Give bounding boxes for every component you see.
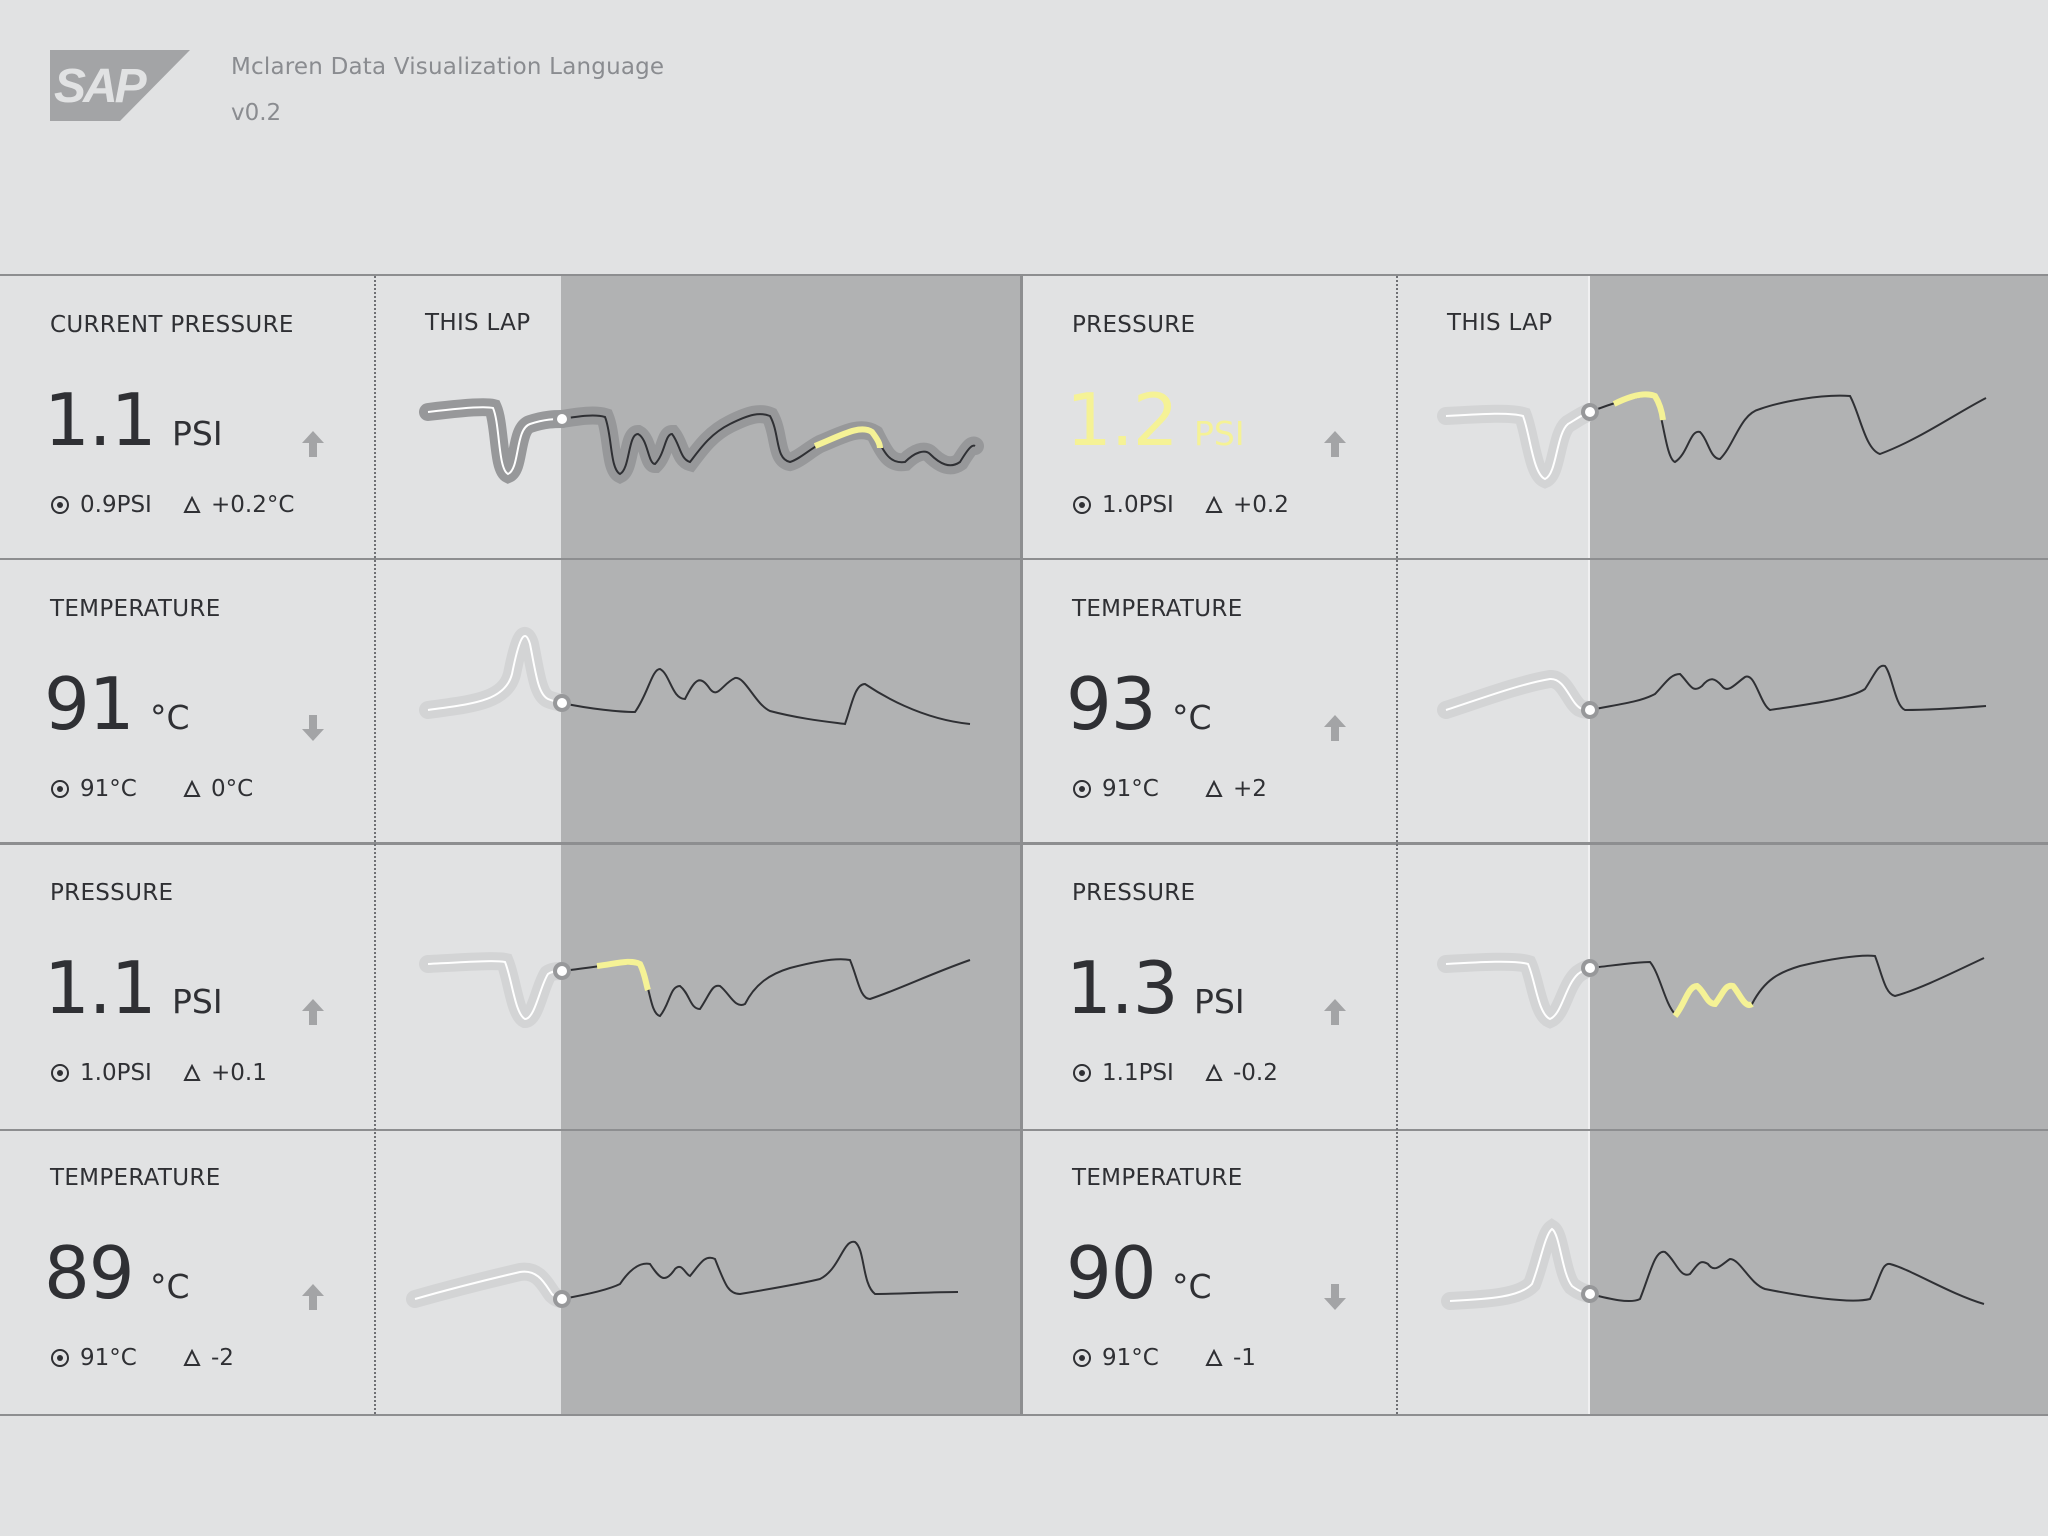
metric-value: 1.1 (44, 378, 157, 462)
temperature-trace (1437, 664, 1987, 719)
metric-unit: °C (150, 1267, 190, 1306)
target-icon (1073, 780, 1091, 798)
target-value: 1.1PSI (1102, 1060, 1174, 1086)
delta-value: -1 (1233, 1345, 1256, 1371)
lap-sparklines (406, 391, 1987, 1310)
delta-value: +0.2°C (211, 492, 295, 518)
up-arrow-icon (1324, 431, 1346, 457)
delta-value: +2 (1233, 776, 1267, 802)
target-icon (51, 780, 69, 798)
grid-divider (374, 276, 376, 1414)
grid-divider (1396, 276, 1398, 1414)
metric-value: 89 (44, 1231, 135, 1315)
metric-panel: PRESSURE 1.2 PSI 1.0PSI +0.2 (1022, 276, 1396, 560)
metric-unit: PSI (172, 414, 223, 453)
target-value: 91°C (80, 1345, 137, 1371)
pressure-trace (1437, 391, 1987, 489)
metric-unit: °C (150, 698, 190, 737)
pressure-trace (419, 952, 971, 1029)
metric-title: PRESSURE (1072, 312, 1196, 338)
delta-value: +0.2 (1233, 492, 1289, 518)
metric-title: TEMPERATURE (50, 596, 221, 622)
metric-panel: TEMPERATURE 89 °C 91°C -2 (0, 1129, 374, 1413)
temperature-trace (419, 627, 971, 726)
target-icon (51, 496, 69, 514)
temperature-trace (1441, 1218, 1985, 1310)
lap-label: THIS LAP (1447, 310, 1553, 336)
down-arrow-icon (302, 715, 324, 741)
metric-value: 93 (1066, 662, 1157, 746)
metric-value: 1.1 (44, 946, 157, 1030)
temperature-trace (406, 1240, 959, 1308)
up-arrow-icon (1324, 715, 1346, 741)
target-value: 1.0PSI (80, 1060, 152, 1086)
delta-value: -2 (211, 1345, 234, 1371)
delta-icon (183, 1349, 201, 1366)
dashboard-grid: THIS LAP THIS LAP CURRENT PRESSURE 1.1 P… (0, 274, 2048, 1416)
target-value: 0.9PSI (80, 492, 152, 518)
metric-title: PRESSURE (50, 880, 174, 906)
target-icon (1073, 496, 1091, 514)
app-version: v0.2 (231, 100, 282, 126)
lap-shade-right (1590, 274, 2048, 1416)
metric-unit: °C (1172, 1267, 1212, 1306)
metric-unit: PSI (172, 982, 223, 1021)
target-icon (1073, 1349, 1091, 1367)
metric-value: 1.3 (1066, 946, 1179, 1030)
delta-icon (183, 496, 201, 513)
metric-unit: PSI (1194, 414, 1245, 453)
grid-line (0, 842, 2048, 845)
delta-icon (183, 1064, 201, 1081)
metric-title: CURRENT PRESSURE (50, 312, 294, 338)
up-arrow-icon (302, 1284, 324, 1310)
delta-value: +0.1 (211, 1060, 267, 1086)
metric-panel: TEMPERATURE 93 °C 91°C +2 (1022, 560, 1396, 844)
grid-line (0, 1129, 2048, 1131)
target-icon (1073, 1064, 1091, 1082)
metric-unit: °C (1172, 698, 1212, 737)
delta-value: 0°C (211, 776, 254, 802)
metric-panel: PRESSURE 1.3 PSI 1.1PSI -0.2 (1022, 844, 1396, 1128)
metric-unit: PSI (1194, 982, 1245, 1021)
metric-value: 1.2 (1066, 378, 1179, 462)
metric-title: PRESSURE (1072, 880, 1196, 906)
delta-value: -0.2 (1233, 1060, 1278, 1086)
target-value: 91°C (1102, 776, 1159, 802)
metric-panel: TEMPERATURE 91 °C 91°C 0°C (0, 560, 374, 844)
delta-icon (183, 780, 201, 797)
grid-line (0, 1414, 2048, 1416)
svg-text:SAP: SAP (54, 60, 148, 113)
up-arrow-icon (302, 999, 324, 1025)
target-icon (51, 1349, 69, 1367)
pressure-trace (1437, 952, 1985, 1029)
metric-panel: TEMPERATURE 90 °C 91°C -1 (1022, 1129, 1396, 1413)
metric-panel: CURRENT PRESSURE 1.1 PSI 0.9PSI +0.2°C (0, 276, 374, 560)
up-arrow-icon (302, 431, 324, 457)
grid-line (0, 558, 2048, 560)
target-icon (51, 1064, 69, 1082)
metric-value: 90 (1066, 1231, 1157, 1315)
grid-divider (1020, 274, 1023, 1416)
up-arrow-icon (1324, 999, 1346, 1025)
target-value: 1.0PSI (1102, 492, 1174, 518)
metric-title: TEMPERATURE (1072, 596, 1243, 622)
delta-icon (1205, 1064, 1223, 1081)
delta-icon (1205, 1349, 1223, 1366)
grid-line (0, 274, 2048, 276)
target-value: 91°C (1102, 1345, 1159, 1371)
metric-panel: PRESSURE 1.1 PSI 1.0PSI +0.1 (0, 844, 374, 1128)
metric-title: TEMPERATURE (50, 1165, 221, 1191)
metric-value: 91 (44, 662, 135, 746)
current-lap-marker (1588, 274, 1590, 1416)
down-arrow-icon (1324, 1284, 1346, 1310)
lap-label: THIS LAP (425, 310, 531, 336)
app-title: Mclaren Data Visualization Language (231, 54, 665, 80)
target-value: 91°C (80, 776, 137, 802)
sap-logo: SAP (50, 50, 190, 121)
delta-icon (1205, 780, 1223, 797)
metric-title: TEMPERATURE (1072, 1165, 1243, 1191)
delta-icon (1205, 496, 1223, 513)
pressure-trace (419, 398, 984, 485)
